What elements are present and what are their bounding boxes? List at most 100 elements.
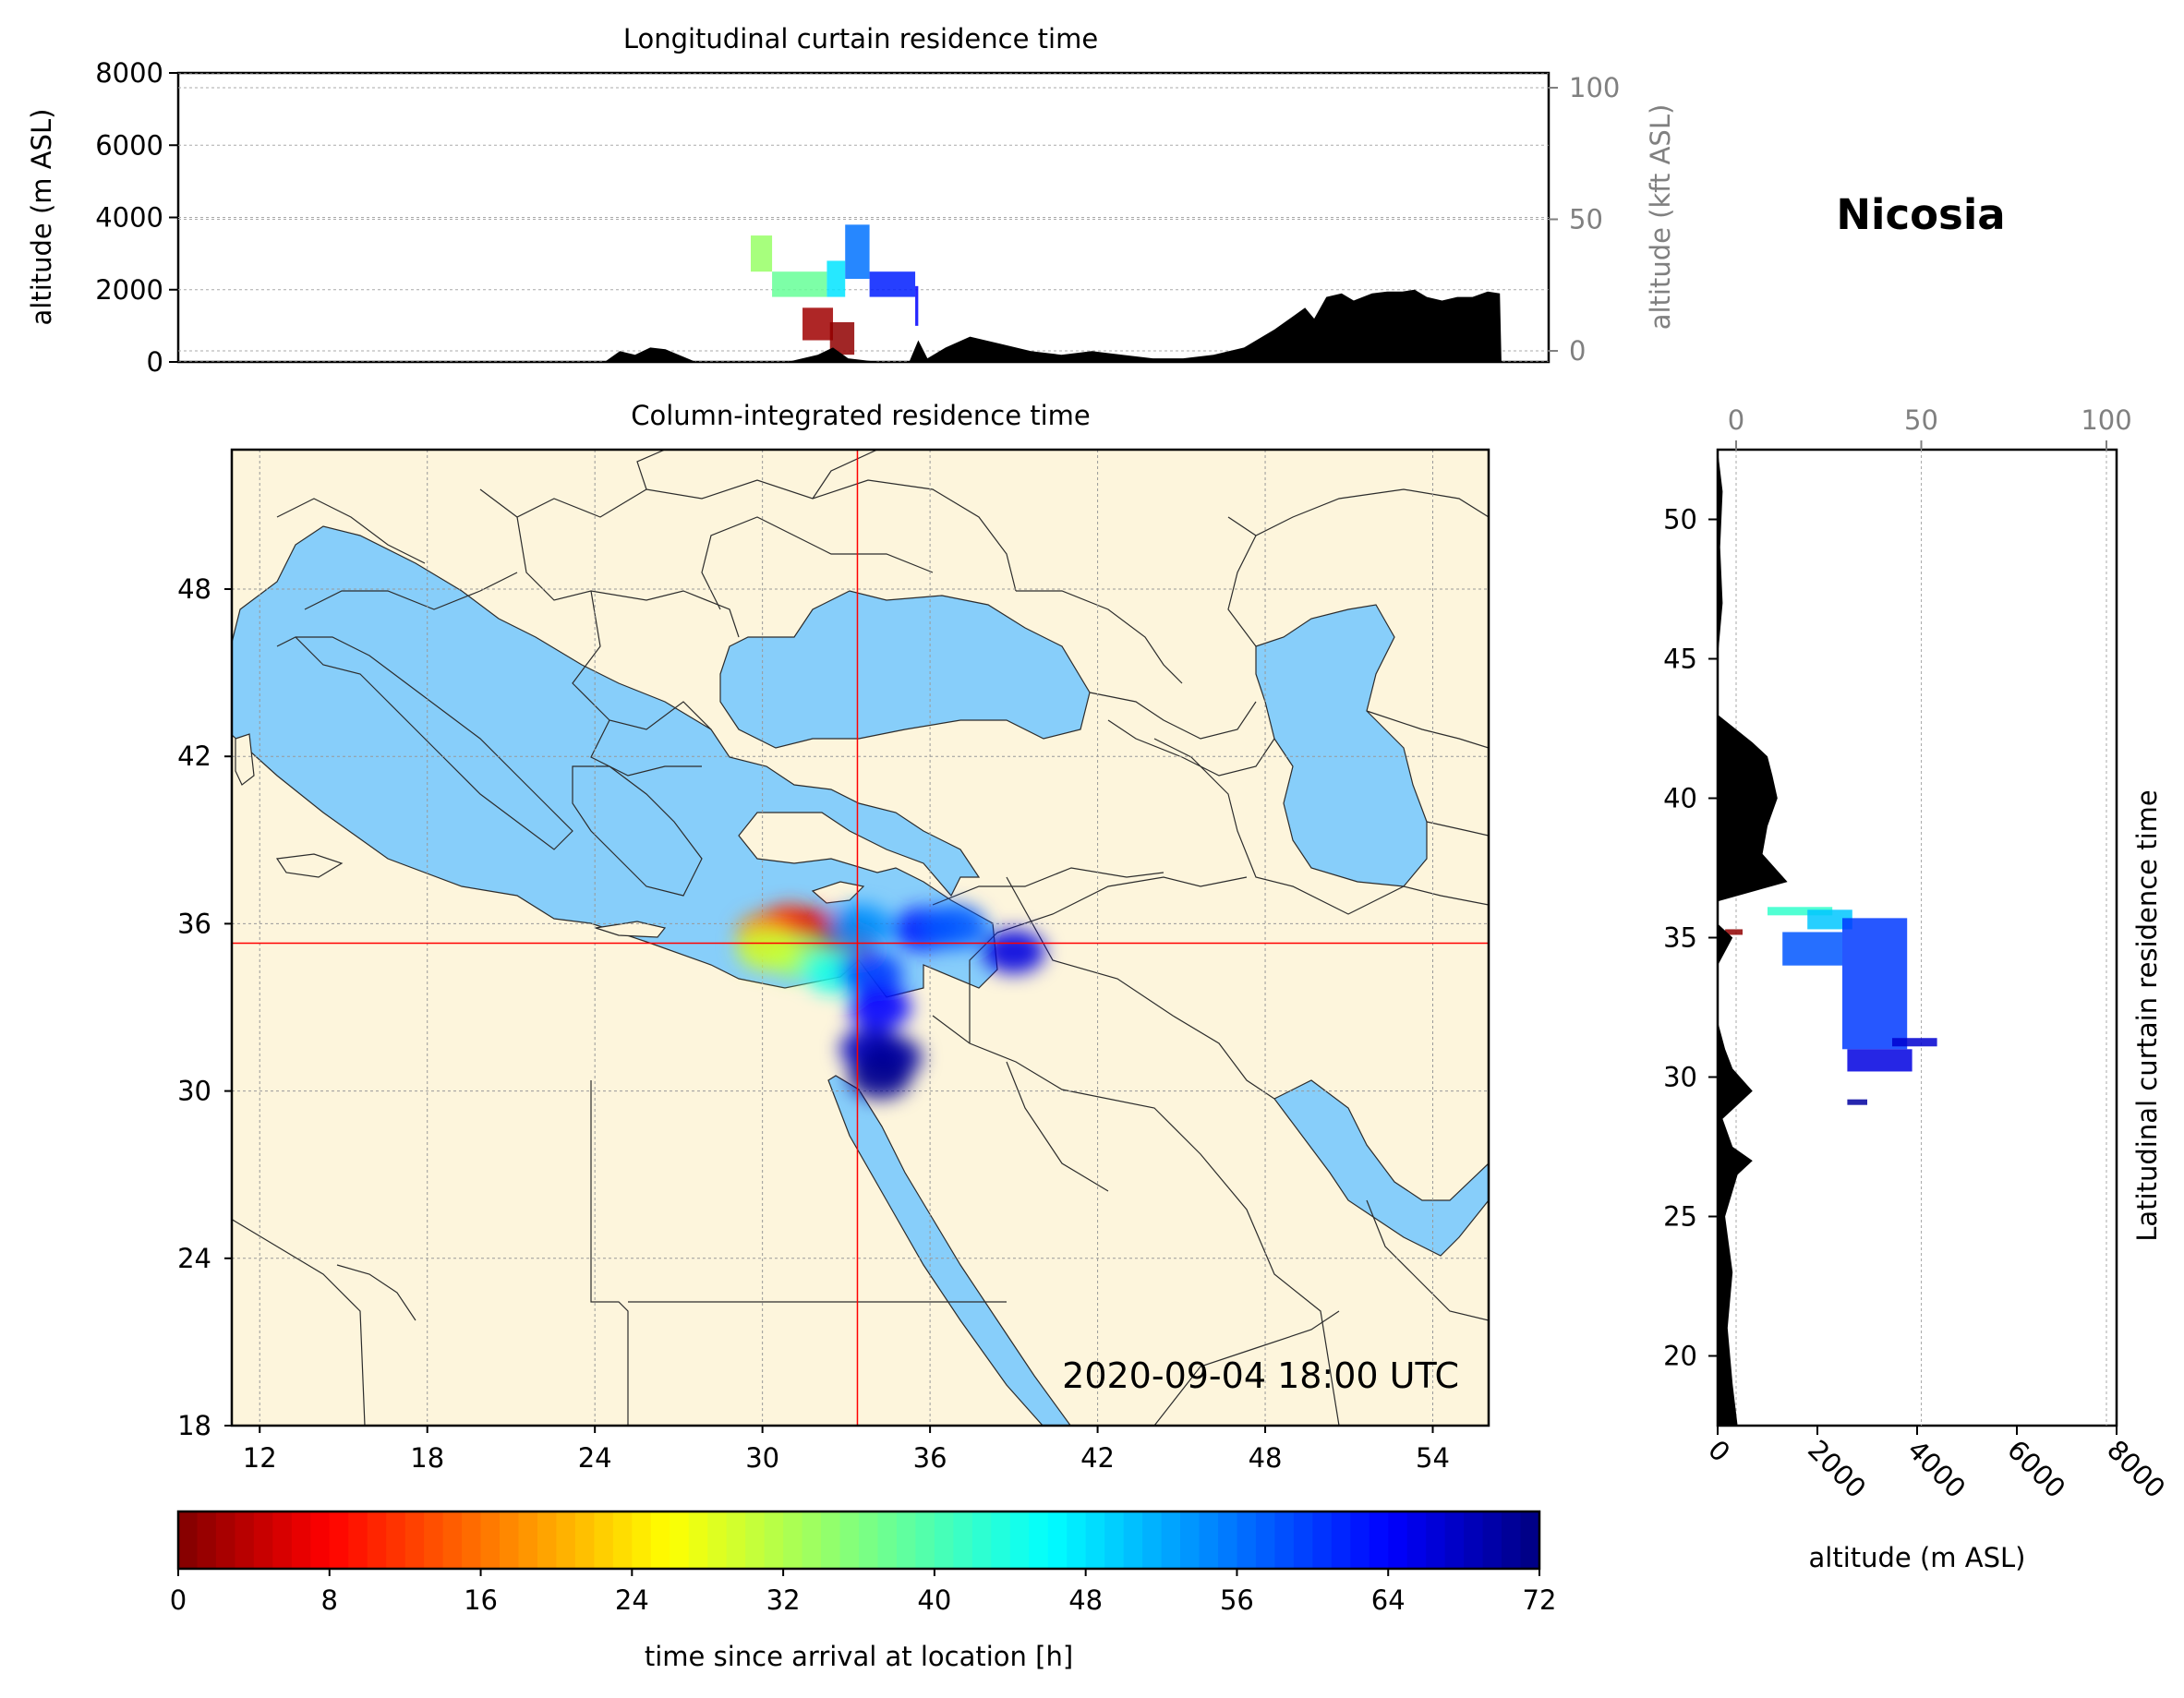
colorbar-tick-label: 8 — [321, 1584, 338, 1616]
colorbar-segment — [1161, 1511, 1181, 1569]
colorbar-segment — [291, 1511, 312, 1569]
colorbar-segment — [1406, 1511, 1427, 1569]
colorbar-label: time since arrival at location [h] — [645, 1641, 1073, 1672]
colorbar-segment — [1180, 1511, 1201, 1569]
red-sea — [827, 1075, 1072, 1426]
right-x-tick-label: 8000 — [2101, 1434, 2171, 1504]
map-x-tick-label: 24 — [578, 1442, 612, 1474]
top-y-tick-label: 6000 — [95, 129, 163, 161]
top-panel-terrain — [573, 289, 1502, 362]
colorbar-segment — [272, 1511, 293, 1569]
plume-point — [982, 929, 1045, 974]
top-panel-y2-ticks: 0 50 100 — [1549, 72, 1620, 367]
colorbar-segment — [1047, 1511, 1068, 1569]
right-residence-cell — [1842, 918, 1908, 1050]
map-panel-title: Column-integrated residence time — [631, 400, 1091, 431]
plume-point — [848, 985, 911, 1030]
top-y2-tick-label: 100 — [1569, 72, 1620, 103]
map-x-tick-label: 12 — [243, 1442, 277, 1474]
map-x-tick-label: 30 — [745, 1442, 779, 1474]
colorbar-segment — [235, 1511, 255, 1569]
colorbar-tick-label: 0 — [170, 1584, 187, 1616]
colorbar-segment — [632, 1511, 652, 1569]
colorbar-segment — [783, 1511, 803, 1569]
right-panel: 0 2000 4000 6000 8000 0 50 100 20253035404550 … — [1663, 404, 2171, 1573]
colorbar-segment — [670, 1511, 690, 1569]
colorbar-segment — [971, 1511, 993, 1569]
top-residence-cell — [827, 260, 846, 297]
colorbar-segment — [462, 1511, 482, 1569]
right-y-tick-label: 30 — [1663, 1062, 1697, 1093]
right-x2-tick-label: 0 — [1728, 404, 1744, 436]
colorbar-segment — [253, 1511, 274, 1569]
right-y-tick-label: 50 — [1663, 504, 1697, 536]
map-panel-frame — [230, 448, 1490, 1427]
right-residence-cell — [1892, 1038, 1937, 1047]
map-timestamp: 2020-09-04 18:00 UTC — [1062, 1355, 1459, 1396]
colorbar-frame — [176, 1510, 1541, 1571]
colorbar-segment — [1331, 1511, 1352, 1569]
colorbar-segment — [707, 1511, 728, 1569]
map-y-tick-label: 24 — [177, 1243, 211, 1274]
colorbar-segment — [215, 1511, 236, 1569]
right-panel-grid — [1735, 450, 2107, 1426]
top-residence-cell — [802, 307, 834, 341]
colorbar-segment — [1520, 1511, 1540, 1569]
map-x-tick-label: 48 — [1249, 1442, 1283, 1474]
map-y-tick-label: 36 — [177, 908, 211, 939]
colorbar-segment — [367, 1511, 387, 1569]
site-name: Nicosia — [1836, 190, 2005, 239]
colorbar-segment — [1009, 1511, 1031, 1569]
plume-point — [828, 904, 892, 949]
colorbar-segment — [1067, 1511, 1087, 1569]
right-panel-title: Latitudinal curtain residence time — [2131, 789, 2163, 1242]
map-x-tick-label: 36 — [913, 1442, 947, 1474]
right-terrain-area — [1718, 450, 1788, 1426]
map-x-tick-label: 42 — [1080, 1442, 1115, 1474]
colorbar-segment — [197, 1511, 217, 1569]
right-panel-terrain — [1718, 450, 1788, 1426]
colorbar-segment — [386, 1511, 406, 1569]
top-residence-cell — [845, 224, 870, 280]
colorbar-segment — [594, 1511, 614, 1569]
crete — [595, 921, 667, 938]
colorbar-segment — [1123, 1511, 1143, 1569]
colorbar-segment — [442, 1511, 463, 1569]
top-panel-y-ticks: 0 2000 4000 6000 8000 — [95, 57, 178, 378]
top-y-tick-label: 0 — [147, 346, 163, 378]
colorbar-segment — [1237, 1511, 1257, 1569]
colorbar-segment — [821, 1511, 841, 1569]
colorbar-segment — [1142, 1511, 1163, 1569]
colorbar-segment — [1255, 1511, 1276, 1569]
colorbar-segment — [859, 1511, 879, 1569]
colorbar-segment — [1502, 1511, 1522, 1569]
plume-point — [923, 904, 987, 949]
map-islands — [235, 733, 865, 938]
colorbar-segment — [500, 1511, 520, 1569]
colorbar-segment — [310, 1511, 331, 1569]
colorbar-tick-label: 16 — [464, 1584, 498, 1616]
colorbar-segment — [802, 1511, 822, 1569]
right-x-tick-label: 6000 — [2001, 1434, 2071, 1504]
colorbar-segment — [1104, 1511, 1125, 1569]
colorbar-segment — [1312, 1511, 1333, 1569]
right-panel-x-ticks: 0 2000 4000 6000 8000 — [1702, 1426, 2171, 1504]
right-x-tick-label: 4000 — [1901, 1434, 1972, 1504]
plume-point — [839, 951, 903, 996]
colorbar: 0 8 16 24 32 40 48 56 64 72 time since arrival at… — [170, 1510, 1556, 1672]
top-panel-ylabel: altitude (m ASL) — [26, 109, 57, 326]
right-y-tick-label: 40 — [1663, 783, 1697, 814]
colorbar-segment — [1350, 1511, 1370, 1569]
colorbar-tick-label: 48 — [1068, 1584, 1103, 1616]
right-panel-frame — [1716, 448, 2118, 1427]
colorbar-segment — [1199, 1511, 1219, 1569]
top-residence-cell — [869, 271, 916, 297]
right-y-tick-label: 20 — [1663, 1341, 1697, 1372]
colorbar-segment — [1369, 1511, 1390, 1569]
right-x-tick-label: 2000 — [1802, 1434, 1872, 1504]
colorbar-segment — [934, 1511, 955, 1569]
colorbar-segment — [745, 1511, 766, 1569]
colorbar-segment — [1029, 1511, 1049, 1569]
top-panel: Longitudinal curtain residence time 0 200… — [26, 23, 1676, 378]
